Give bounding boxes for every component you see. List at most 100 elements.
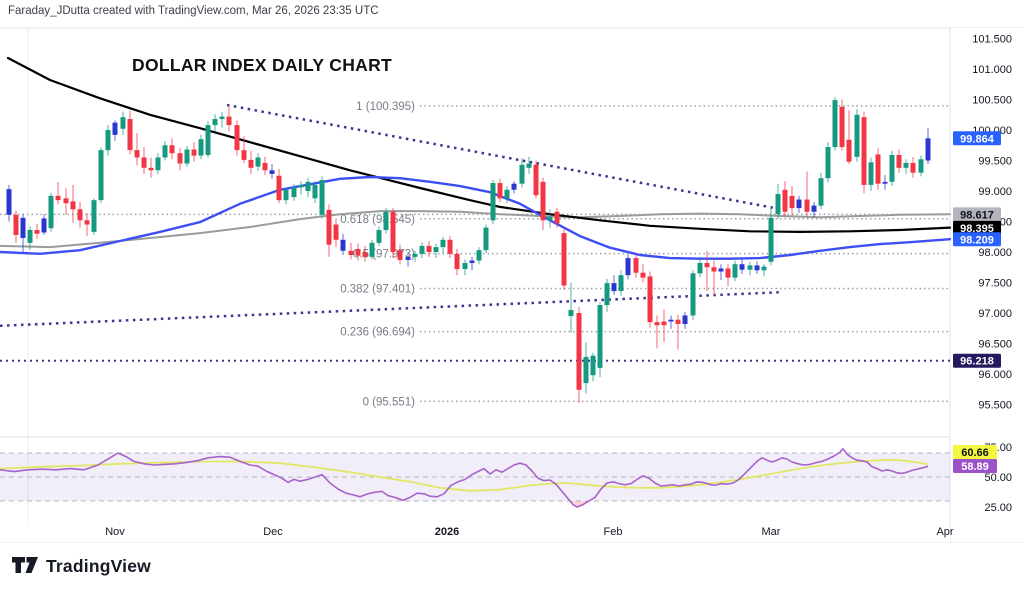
candle-body[interactable] xyxy=(547,216,553,221)
candle-body[interactable] xyxy=(454,253,460,270)
candle-body[interactable] xyxy=(276,175,282,201)
candle-body[interactable] xyxy=(312,184,318,199)
candle-body[interactable] xyxy=(383,211,389,231)
candle-body[interactable] xyxy=(412,253,418,257)
candle-body[interactable] xyxy=(647,276,653,323)
ma-black-line[interactable] xyxy=(6,56,952,233)
candle-body[interactable] xyxy=(625,258,631,276)
ma-gray-line[interactable] xyxy=(0,210,951,249)
candle-body[interactable] xyxy=(611,283,617,292)
candle-body[interactable] xyxy=(148,167,154,171)
candle-body[interactable] xyxy=(70,201,76,210)
tradingview-logo[interactable]: TradingView xyxy=(12,556,151,577)
candle-body[interactable] xyxy=(426,245,432,252)
candle-body[interactable] xyxy=(761,266,767,271)
candle-body[interactable] xyxy=(811,205,817,212)
candle-body[interactable] xyxy=(789,195,795,209)
candle-body[interactable] xyxy=(77,209,83,221)
candle-body[interactable] xyxy=(476,250,482,261)
candle-body[interactable] xyxy=(825,147,831,179)
candle-body[interactable] xyxy=(162,145,168,158)
candle-body[interactable] xyxy=(925,138,931,161)
candle-body[interactable] xyxy=(846,139,852,162)
candle-body[interactable] xyxy=(127,119,133,151)
candle-body[interactable] xyxy=(918,159,924,173)
candle-body[interactable] xyxy=(169,145,175,154)
candle-body[interactable] xyxy=(20,217,26,238)
candle-body[interactable] xyxy=(604,283,610,306)
candle-body[interactable] xyxy=(319,180,325,215)
candle-body[interactable] xyxy=(98,150,104,201)
candle-body[interactable] xyxy=(640,272,646,278)
candle-body[interactable] xyxy=(6,189,12,215)
candle-body[interactable] xyxy=(554,211,560,224)
candle-body[interactable] xyxy=(583,356,589,384)
candle-body[interactable] xyxy=(184,149,190,164)
candle-body[interactable] xyxy=(483,227,489,251)
candle-body[interactable] xyxy=(732,264,738,278)
candle-body[interactable] xyxy=(283,189,289,201)
candle-body[interactable] xyxy=(326,209,332,245)
candle-body[interactable] xyxy=(910,162,916,173)
candle-body[interactable] xyxy=(896,155,902,168)
candle-body[interactable] xyxy=(597,305,603,368)
candle-body[interactable] xyxy=(711,267,717,272)
candle-body[interactable] xyxy=(48,195,54,229)
candle-body[interactable] xyxy=(205,125,211,156)
candle-body[interactable] xyxy=(405,256,411,260)
candle-body[interactable] xyxy=(889,155,895,182)
candle-body[interactable] xyxy=(440,239,446,248)
candle-body[interactable] xyxy=(861,117,867,185)
candle-body[interactable] xyxy=(875,154,881,184)
candle-body[interactable] xyxy=(903,162,909,168)
candle-body[interactable] xyxy=(839,106,845,148)
candle-body[interactable] xyxy=(796,199,802,209)
trendline-ascending[interactable] xyxy=(0,291,781,328)
candle-body[interactable] xyxy=(818,178,824,206)
candle-body[interactable] xyxy=(433,247,439,252)
rsi-line[interactable] xyxy=(0,447,929,508)
candle-body[interactable] xyxy=(120,117,126,129)
candle-body[interactable] xyxy=(690,273,696,316)
candle-body[interactable] xyxy=(112,122,118,135)
candle-body[interactable] xyxy=(675,319,681,324)
candle-body[interactable] xyxy=(561,233,567,286)
candle-body[interactable] xyxy=(882,181,888,184)
candle-body[interactable] xyxy=(511,183,517,190)
candle-body[interactable] xyxy=(362,252,368,257)
candle-body[interactable] xyxy=(348,250,354,256)
candle-body[interactable] xyxy=(447,239,453,254)
candle-body[interactable] xyxy=(540,181,546,221)
rsi-ma-line[interactable] xyxy=(0,458,929,492)
candle-body[interactable] xyxy=(41,218,47,233)
candle-body[interactable] xyxy=(248,159,254,168)
trendline-descending[interactable] xyxy=(226,103,776,210)
candle-body[interactable] xyxy=(775,194,781,215)
candle-body[interactable] xyxy=(376,230,382,243)
candle-body[interactable] xyxy=(725,268,731,278)
candle-body[interactable] xyxy=(91,200,97,232)
candle-body[interactable] xyxy=(191,149,197,156)
candle-body[interactable] xyxy=(633,258,639,273)
candle-body[interactable] xyxy=(34,230,40,234)
candle-body[interactable] xyxy=(704,262,710,268)
candle-body[interactable] xyxy=(739,264,745,270)
candle-body[interactable] xyxy=(105,130,111,151)
candle-body[interactable] xyxy=(198,139,204,156)
candle-body[interactable] xyxy=(219,116,225,120)
candle-body[interactable] xyxy=(526,163,532,168)
time-axis[interactable] xyxy=(0,525,950,542)
candle-body[interactable] xyxy=(333,224,339,240)
candle-body[interactable] xyxy=(241,150,247,160)
candle-body[interactable] xyxy=(768,217,774,262)
candle-body[interactable] xyxy=(533,164,539,196)
candles[interactable] xyxy=(6,97,931,403)
candle-body[interactable] xyxy=(134,150,140,158)
candle-body[interactable] xyxy=(419,245,425,254)
candle-body[interactable] xyxy=(255,157,261,167)
candle-body[interactable] xyxy=(868,162,874,185)
candle-body[interactable] xyxy=(55,195,61,201)
candle-body[interactable] xyxy=(291,187,297,198)
candle-body[interactable] xyxy=(754,265,760,271)
